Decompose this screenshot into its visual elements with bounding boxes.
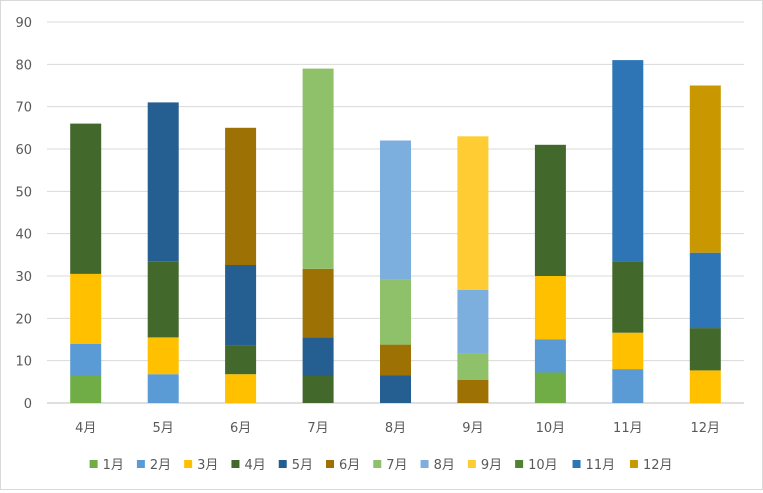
- legend-label-3: 4月: [244, 458, 265, 473]
- legend-label-10: 11月: [586, 458, 616, 473]
- x-tick-label: 9月: [462, 421, 483, 436]
- y-tick-label: 40: [15, 228, 32, 243]
- bar-segment-8-3: [689, 328, 721, 371]
- legend-swatch-0: [89, 460, 98, 468]
- bar-segment-5-6: [457, 353, 489, 380]
- bar-segment-7-10: [612, 60, 644, 262]
- bar-segment-3-4: [302, 337, 334, 376]
- y-tick-label: 0: [24, 397, 32, 412]
- y-tick-label: 30: [15, 270, 32, 285]
- legend-label-6: 7月: [386, 458, 407, 473]
- bar-segment-7-1: [612, 369, 644, 403]
- bar-segment-3-5: [302, 268, 334, 338]
- bar-segment-6-0: [534, 372, 566, 403]
- legend-swatch-6: [373, 460, 382, 468]
- legend-label-8: 9月: [481, 458, 502, 473]
- legend-swatch-2: [184, 460, 193, 468]
- y-tick-label: 70: [15, 101, 32, 116]
- y-tick-label: 60: [15, 143, 32, 158]
- legend-swatch-11: [629, 460, 638, 468]
- legend-swatch-4: [278, 460, 287, 468]
- bar-segment-0-1: [70, 343, 102, 376]
- bar-segment-6-2: [534, 276, 566, 340]
- legend-swatch-1: [136, 460, 145, 468]
- x-tick-label: 11月: [613, 421, 643, 436]
- bar-segment-4-7: [380, 140, 411, 280]
- y-tick-label: 90: [15, 16, 32, 31]
- legend-swatch-8: [467, 460, 476, 468]
- bar-segment-3-3: [302, 375, 334, 403]
- bar-segment-7-3: [612, 261, 644, 333]
- legend-label-5: 6月: [339, 458, 360, 473]
- legend-swatch-9: [515, 460, 524, 468]
- bar-segment-0-0: [70, 375, 102, 403]
- y-tick-label: 20: [15, 312, 32, 327]
- x-tick-label: 10月: [536, 421, 566, 436]
- bar-segment-1-1: [147, 374, 179, 403]
- bar-segment-8-11: [689, 85, 721, 253]
- bar-segment-5-7: [457, 290, 489, 354]
- bar-segment-2-5: [225, 127, 257, 265]
- y-tick-label: 80: [15, 58, 32, 73]
- bar-segment-4-6: [380, 279, 411, 345]
- bar-segment-1-2: [147, 337, 179, 375]
- legend-swatch-5: [326, 460, 335, 468]
- bar-segment-8-2: [689, 370, 721, 403]
- legend-label-2: 3月: [197, 458, 218, 473]
- x-tick-label: 6月: [230, 421, 251, 436]
- bar-segment-5-5: [457, 379, 489, 403]
- x-tick-label: 7月: [307, 421, 328, 436]
- legend-swatch-10: [572, 460, 581, 468]
- bar-segment-0-3: [70, 123, 102, 274]
- x-tick-label: 12月: [691, 421, 721, 436]
- bar-segment-3-6: [302, 68, 334, 269]
- bar-segment-5-8: [457, 136, 489, 290]
- bar-segment-2-2: [225, 374, 257, 403]
- bar-segment-4-4: [380, 375, 411, 403]
- bar-segment-8-10: [689, 252, 721, 329]
- bar-segment-2-3: [225, 345, 257, 375]
- legend-label-4: 5月: [292, 458, 313, 473]
- x-tick-label: 5月: [153, 421, 174, 436]
- legend-swatch-7: [420, 460, 429, 468]
- legend-label-1: 2月: [150, 458, 171, 473]
- legend-label-7: 8月: [434, 458, 455, 473]
- bar-segment-1-3: [147, 261, 179, 338]
- bar-segment-4-5: [380, 344, 411, 376]
- legend-label-0: 1月: [103, 458, 124, 473]
- bar-segment-6-1: [534, 339, 566, 373]
- legend-label-9: 10月: [528, 458, 558, 473]
- legend-swatch-3: [231, 460, 240, 468]
- bar-segment-6-3: [534, 144, 566, 276]
- bar-segment-1-4: [147, 102, 179, 262]
- bar-segment-0-2: [70, 273, 102, 344]
- bar-segment-2-4: [225, 265, 257, 346]
- legend-label-11: 12月: [643, 458, 673, 473]
- y-tick-label: 50: [15, 185, 32, 200]
- y-tick-label: 10: [15, 355, 32, 370]
- bar-segment-7-2: [612, 332, 644, 370]
- x-tick-label: 4月: [75, 421, 96, 436]
- x-tick-label: 8月: [385, 421, 406, 436]
